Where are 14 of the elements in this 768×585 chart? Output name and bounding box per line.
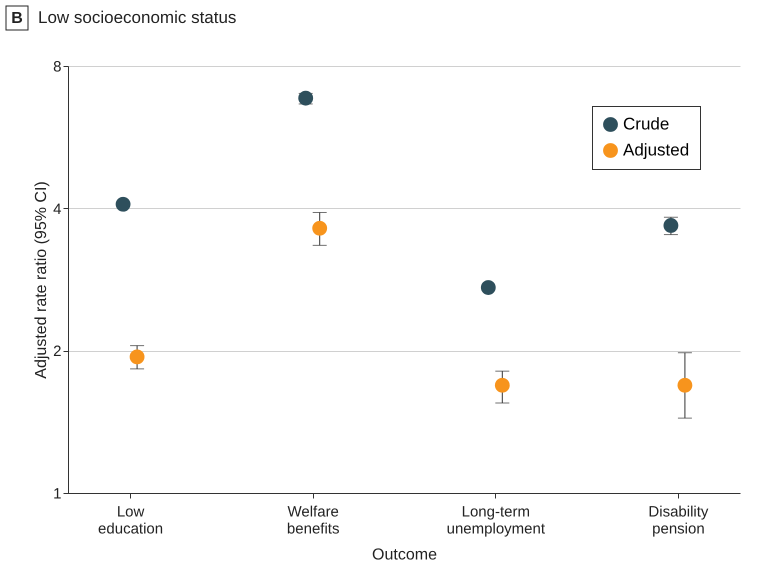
y-tick-label: 1 <box>53 486 62 502</box>
y-tick-label: 8 <box>53 58 62 76</box>
y-tick-label: 2 <box>53 343 62 360</box>
chart-title: Low socioeconomic status <box>38 8 236 27</box>
legend-label: Crude <box>623 114 670 134</box>
legend-label: Adjusted <box>623 140 690 160</box>
x-tick-label: Disability pension <box>648 504 709 538</box>
text: B <box>11 10 23 27</box>
x-tick-label: Long-term unemployment <box>446 504 546 538</box>
x-axis-title: Outcome <box>372 546 438 564</box>
x-tick-label: Low education <box>98 504 164 538</box>
y-tick-label: 4 <box>53 200 62 218</box>
y-axis-title: Adjusted rate ratio (95% CI) <box>33 181 50 379</box>
x-tick-label: Welfare benefits <box>286 504 340 538</box>
